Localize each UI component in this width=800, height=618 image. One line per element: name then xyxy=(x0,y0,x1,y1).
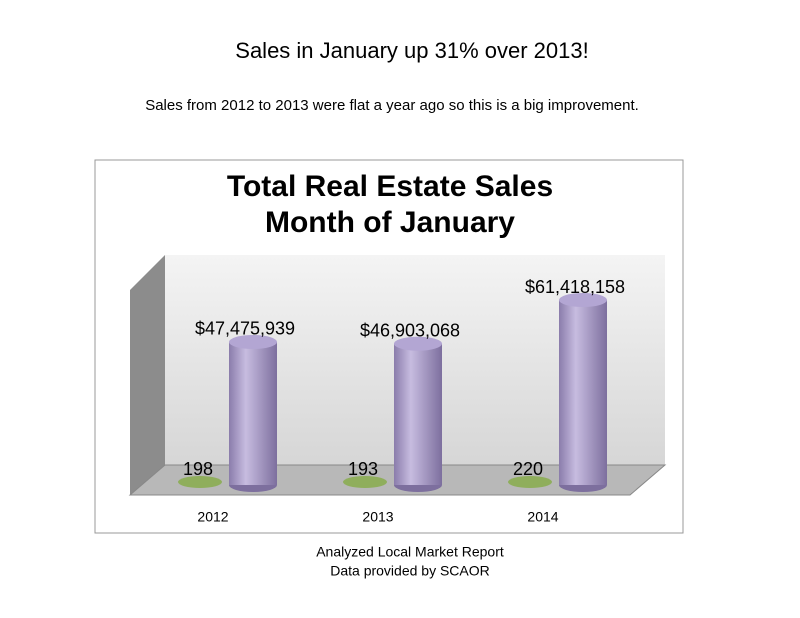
count-label: 220 xyxy=(513,459,543,479)
x-tick-label: 2014 xyxy=(527,509,558,525)
headline: Sales in January up 31% over 2013! xyxy=(235,38,588,63)
cylinder xyxy=(229,341,277,485)
cylinder-top xyxy=(559,293,607,307)
value-label: $46,903,068 xyxy=(360,320,460,340)
count-disk xyxy=(508,475,552,488)
count-disk xyxy=(178,475,222,488)
chart-title: Total Real Estate Sales xyxy=(227,170,553,203)
count-disk xyxy=(343,475,387,488)
cylinder-top xyxy=(229,334,277,349)
side-wall xyxy=(130,255,165,495)
cylinder xyxy=(559,300,607,485)
cylinder-top xyxy=(394,336,442,351)
x-tick-label: 2012 xyxy=(197,509,228,525)
footer-line: Analyzed Local Market Report xyxy=(316,544,504,560)
x-tick-label: 2013 xyxy=(362,509,393,525)
value-label: $47,475,939 xyxy=(195,319,295,339)
footer-line: Data provided by SCAOR xyxy=(330,563,490,579)
count-label: 198 xyxy=(183,459,213,479)
value-label: $61,418,158 xyxy=(525,277,625,297)
note: Sales from 2012 to 2013 were flat a year… xyxy=(145,97,639,114)
cylinder xyxy=(394,343,442,485)
count-label: 193 xyxy=(348,459,378,479)
chart-subtitle: Month of January xyxy=(265,206,515,239)
